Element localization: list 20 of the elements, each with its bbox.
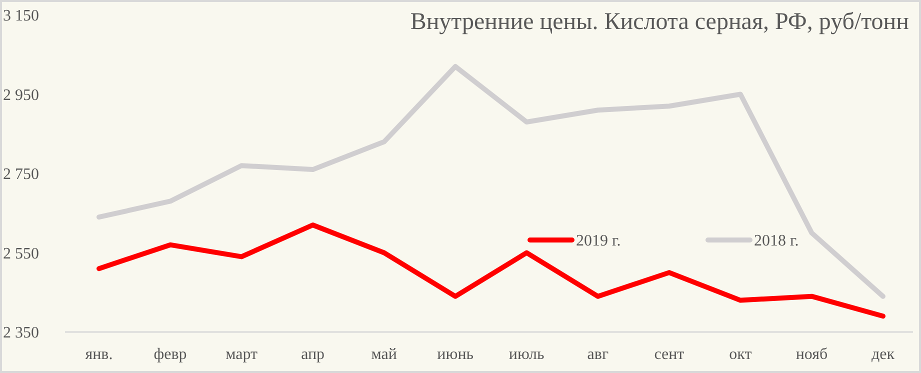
x-tick-label: март (226, 346, 258, 363)
legend-label: 2018 г. (754, 232, 799, 250)
x-tick-label: май (371, 346, 398, 363)
x-tick-label: нояб (796, 346, 828, 363)
y-tick-label: 3 150 (3, 8, 39, 25)
y-tick-label: 2 350 (3, 324, 39, 342)
x-tick-label: дек (871, 346, 895, 363)
x-tick-label: февр (154, 346, 187, 363)
y-tick-label: 2 750 (3, 166, 39, 184)
x-tick-label: июнь (437, 346, 474, 363)
y-tick-label: 2 550 (3, 245, 39, 262)
x-tick-label: сент (654, 346, 684, 363)
legend-label: 2019 г. (576, 232, 621, 250)
chart-title: Внутренние цены. Кислота серная, РФ, руб/тонн (410, 9, 910, 35)
x-tick-label: авг (587, 346, 609, 363)
y-tick-label: 2 950 (3, 86, 39, 104)
x-tick-label: янв. (85, 346, 113, 363)
x-tick-label: апр (301, 346, 325, 363)
x-tick-label: окт (729, 346, 752, 363)
x-tick-label: июль (508, 346, 544, 363)
